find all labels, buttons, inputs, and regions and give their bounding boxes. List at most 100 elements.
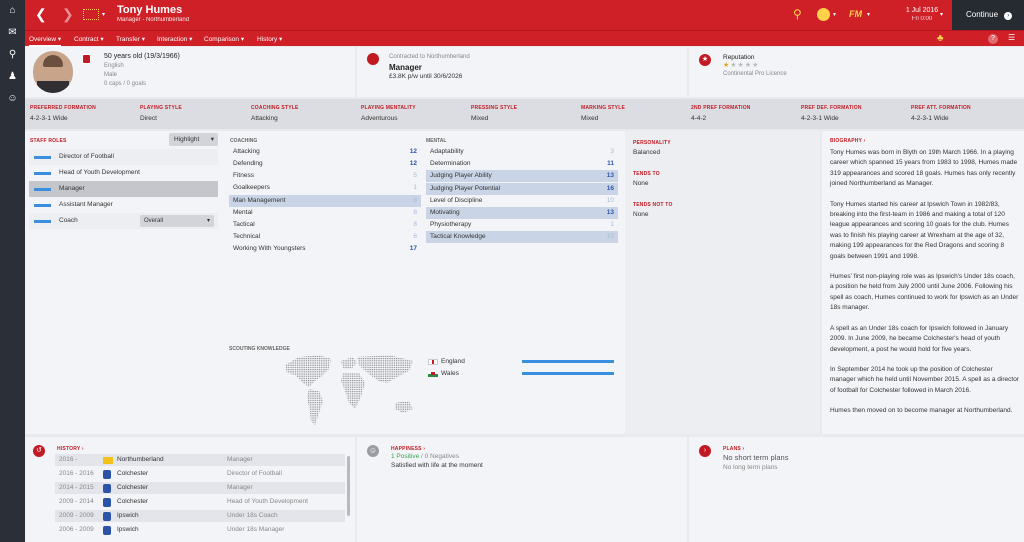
attribute-value: 10 (606, 197, 614, 204)
tab-contract[interactable]: Contract ▾ (74, 36, 104, 43)
attribute-value: 8 (413, 197, 417, 204)
tactic-item: COACHING STYLE Attacking (251, 105, 299, 122)
tactic-item: PLAYING STYLE Direct (140, 105, 182, 122)
scouting-title: SCOUTING KNOWLEDGE (229, 346, 290, 352)
personality-title: PERSONALITY (633, 140, 671, 146)
tactic-value: 4-2-3-1 Wide (30, 115, 68, 122)
history-years: 2016 - 2016 (59, 470, 94, 477)
tab-transfer[interactable]: Transfer ▾ (116, 36, 146, 43)
chevron-down-icon[interactable]: ▾ (833, 12, 837, 18)
club-badge-icon (103, 498, 111, 507)
continue-label: Continue (966, 10, 999, 19)
role-item[interactable]: Director of Football (29, 149, 218, 165)
fm-logo[interactable]: FM (849, 9, 862, 19)
history-title[interactable]: HISTORY › (57, 446, 84, 452)
search-icon[interactable]: ⚲ (793, 7, 802, 21)
history-scrollbar[interactable] (347, 456, 350, 516)
home-icon[interactable]: ⌂ (9, 5, 16, 16)
highlight-dropdown[interactable]: Highlight ▾ (169, 133, 218, 146)
biography-title-label: BIOGRAPHY (830, 138, 862, 144)
england-flag-icon (428, 359, 438, 365)
history-title-label: HISTORY (57, 446, 81, 452)
person-subtitle: Manager - Northumberland (117, 17, 190, 23)
history-club: Ipswich (117, 512, 139, 519)
tab-history[interactable]: History ▾ (257, 36, 283, 43)
table-row[interactable]: 2016 - 2016 Colchester Director of Footbal… (55, 468, 345, 480)
chevron-down-icon[interactable]: ▾ (867, 12, 871, 18)
world-map[interactable] (279, 351, 429, 433)
tends-to-title: TENDS TO (633, 171, 660, 177)
mental-title: MENTAL (426, 138, 447, 144)
arrow-right-icon: › (1004, 12, 1013, 20)
gender-text: Male (104, 72, 118, 78)
happiness-summary: Satisfied with life at the moment (391, 462, 483, 469)
search-icon[interactable]: ⚲ (8, 49, 17, 60)
role-label: Head of Youth Development (59, 169, 140, 176)
history-club: Colchester (117, 470, 149, 477)
role-bar (34, 172, 51, 175)
table-row[interactable]: 2016 - Northumberland Manager (55, 454, 345, 466)
options-icon[interactable]: ☰ (1008, 33, 1016, 42)
tab-interaction[interactable]: Interaction ▾ (157, 36, 193, 43)
history-role: Manager (227, 484, 253, 491)
attribute-value: 12 (409, 160, 417, 167)
continue-button[interactable]: Continue › (952, 0, 1024, 30)
tactic-label: COACHING STYLE (251, 105, 299, 111)
staff-roles-list: Director of Football Head of Youth Devel… (29, 149, 218, 229)
role-item[interactable]: Head of Youth Development (29, 165, 218, 181)
attribute-row: Tactical 8 (229, 219, 421, 231)
club-kit-icon[interactable] (83, 9, 99, 20)
chevron-down-icon: ▾ (206, 218, 210, 224)
forward-button[interactable]: ❯ (62, 6, 74, 22)
history-role: Head of Youth Development (227, 498, 308, 505)
biography-title[interactable]: BIOGRAPHY › (830, 138, 866, 144)
reputation-card: ★ Reputation ★★★★★ Continental Pro Licen… (689, 47, 1024, 97)
role-bar (34, 204, 51, 207)
highlight-label: Highlight (174, 136, 200, 143)
inbox-icon[interactable]: ✉ (8, 27, 17, 38)
role-item-selected[interactable]: Manager (29, 181, 218, 197)
table-row[interactable]: 2014 - 2015 Colchester Manager (55, 482, 345, 494)
attribute-value: 8 (413, 209, 417, 216)
table-row[interactable]: 2009 - 2009 Ipswich Under 18s Coach (55, 510, 345, 522)
attribute-label: Physiotherapy (430, 221, 472, 228)
squad-icon[interactable]: ♟ (8, 71, 17, 82)
back-button[interactable]: ❮ (35, 6, 47, 22)
tab-overview[interactable]: Overview ▾ (29, 35, 62, 47)
staff-icon[interactable]: ☺ (7, 93, 18, 104)
biography-paragraph: Humes then moved on to become manager at… (830, 407, 1013, 415)
attribute-label: Tactical (233, 221, 255, 228)
history-club: Northumberland (117, 456, 164, 463)
chevron-down-icon: ▾ (210, 136, 214, 143)
attribute-value: 12 (409, 148, 417, 155)
personality-panel: PERSONALITY Balanced TENDS TO None TENDS… (625, 131, 820, 434)
role-item[interactable]: Assistant Manager (29, 197, 218, 213)
chevron-down-icon[interactable]: ▾ (102, 12, 106, 18)
history-years: 2016 - (59, 456, 78, 463)
group-icon[interactable]: ♣ (937, 33, 944, 44)
globe-icon[interactable] (817, 8, 830, 21)
tab-comparison[interactable]: Comparison ▾ (204, 36, 245, 43)
help-icon[interactable]: ? (988, 34, 998, 44)
attribute-label: Mental (233, 209, 253, 216)
plans-title[interactable]: PLANS › (723, 446, 745, 452)
mental-list: Adaptability 3 Determination 11 Judging Pl… (426, 146, 618, 246)
coach-type-select[interactable]: Overall ▾ (140, 215, 214, 227)
tab-label: Transfer (116, 36, 140, 43)
table-row[interactable]: 2009 - 2014 Colchester Head of Youth Devel… (55, 496, 345, 508)
attribute-value: 13 (606, 172, 614, 179)
game-date[interactable]: 1 Jul 2016 Fri 0:00 (903, 6, 941, 24)
history-years: 2009 - 2009 (59, 512, 94, 519)
plans-panel: › PLANS › No short term plans No long te… (689, 437, 1024, 542)
table-row[interactable]: 2006 - 2009 Ipswich Under 18s Manager (55, 524, 345, 536)
attribute-row: Adaptability 3 (426, 146, 618, 158)
happiness-title[interactable]: HAPPINESS › (391, 446, 426, 452)
reputation-stars: ★★★★★ (723, 62, 760, 69)
tactic-item: PRESSING STYLE Mixed (471, 105, 517, 122)
history-panel: ↺ HISTORY › 2016 - Northumberland Manager … (25, 437, 355, 542)
tactic-value: Mixed (471, 115, 489, 122)
chevron-down-icon[interactable]: ▾ (940, 12, 944, 18)
tactic-item: PREFERRED FORMATION 4-2-3-1 Wide (30, 105, 96, 122)
attribute-row-highlighted: Tactical Knowledge 10 (426, 231, 618, 243)
role-item[interactable]: Coach Overall ▾ (29, 213, 218, 229)
